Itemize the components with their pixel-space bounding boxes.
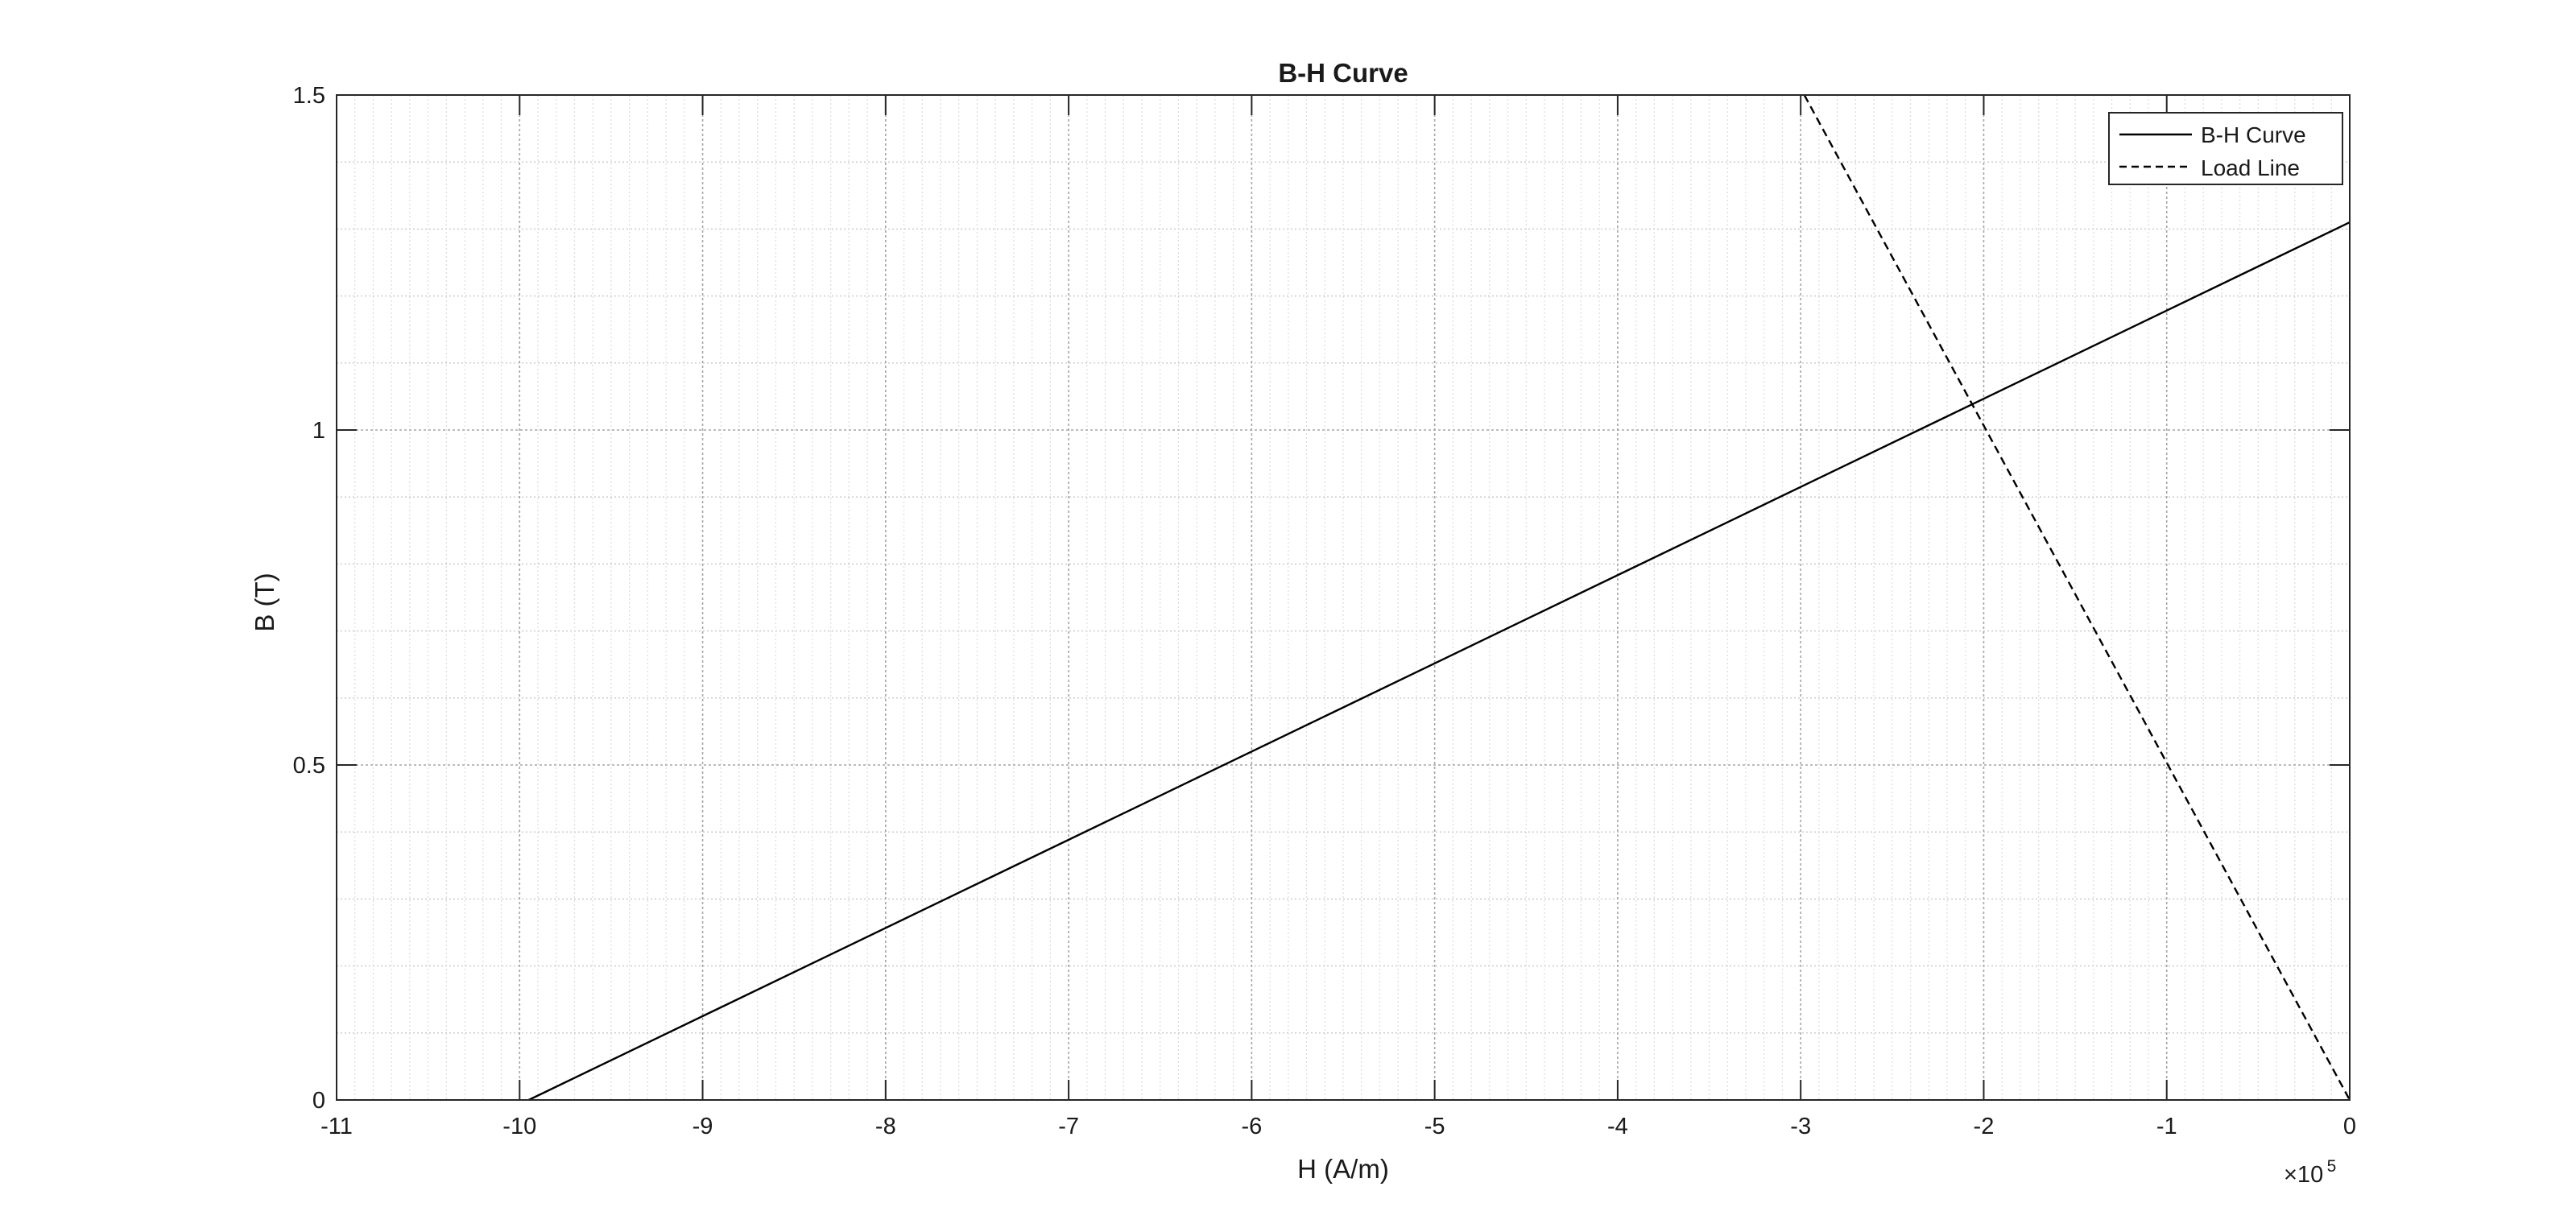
- tick-marks: [336, 94, 2351, 1101]
- x-tick-label: -9: [693, 1114, 713, 1139]
- x-tick-label: -2: [1974, 1114, 1995, 1139]
- legend-box: [2108, 112, 2343, 185]
- x-tick-label: -8: [875, 1114, 896, 1139]
- x-axis-label: H (A/m): [1297, 1154, 1389, 1184]
- y-tick-label: 1.5: [293, 83, 325, 109]
- x-tick-label: 0: [2343, 1114, 2356, 1139]
- y-tick-labels: 0 0.5 1 1.5: [293, 83, 325, 1114]
- legend-label-bh-curve: B-H Curve: [2201, 122, 2306, 147]
- x-tick-label: -11: [320, 1114, 353, 1139]
- x-exponent: ×10 5: [2284, 1157, 2336, 1188]
- x-exponent-power: 5: [2327, 1157, 2337, 1176]
- axes-frame: [336, 94, 2351, 1101]
- x-tick-label: -3: [1790, 1114, 1811, 1139]
- x-exponent-base: ×10: [2284, 1162, 2323, 1188]
- series-line-bh-curve: [528, 221, 2351, 1102]
- x-tick-label: -7: [1058, 1114, 1079, 1139]
- legend: B-H Curve Load Line: [2108, 112, 2343, 185]
- series-layer: [528, 94, 2351, 1102]
- y-tick-label: 0.5: [293, 753, 325, 779]
- series-line-load-line: [1803, 94, 2351, 1101]
- x-tick-labels: -11 -10 -9 -8 -7 -6 -5 -4 -3 -2 -1 0: [320, 1114, 2356, 1139]
- axes-box: [336, 94, 2351, 1101]
- chart-title: B-H Curve: [1278, 58, 1408, 88]
- x-tick-label: -4: [1607, 1114, 1628, 1139]
- y-tick-label: 1: [312, 418, 325, 444]
- y-axis-label: B (T): [250, 573, 279, 631]
- x-tick-label: -6: [1241, 1114, 1262, 1139]
- minor-grid: [337, 95, 2350, 1100]
- x-tick-label: -1: [2156, 1114, 2177, 1139]
- x-tick-label: -10: [502, 1114, 536, 1139]
- x-tick-label: -5: [1424, 1114, 1445, 1139]
- legend-label-load-line: Load Line: [2201, 155, 2300, 180]
- y-tick-label: 0: [312, 1088, 325, 1114]
